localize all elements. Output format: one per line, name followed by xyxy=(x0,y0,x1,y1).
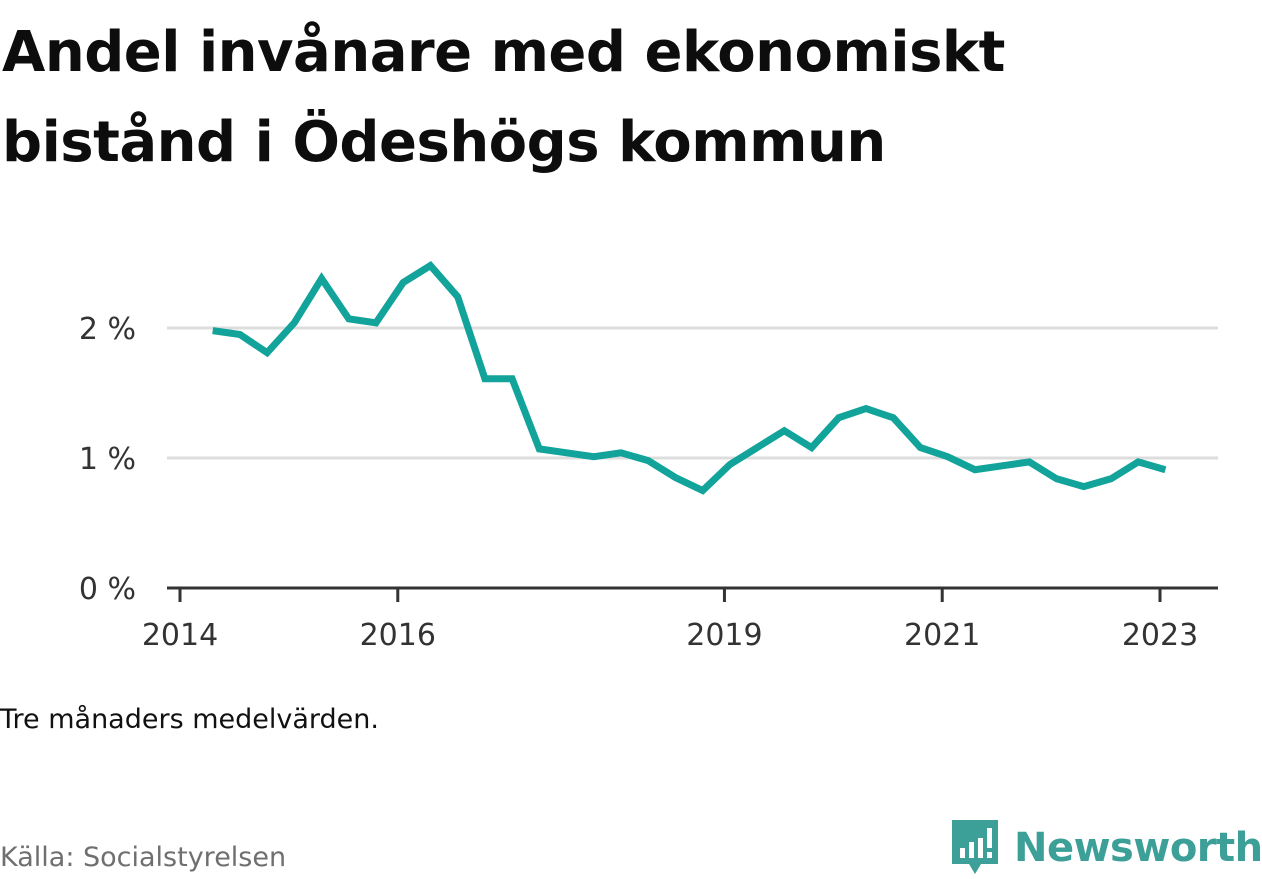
brand-logo: Newsworthy xyxy=(950,818,1262,878)
y-tick-label: 0 % xyxy=(79,572,136,607)
gridlines xyxy=(167,326,1218,460)
chart-title: Andel invånare med ekonomiskt bistånd i … xyxy=(2,20,1005,175)
x-axis-labels: 2014 2016 2019 2021 2023 xyxy=(142,618,1198,653)
newsworthy-logo-icon xyxy=(952,820,998,874)
x-tick-label: 2023 xyxy=(1122,618,1198,653)
x-tick-label: 2014 xyxy=(142,618,218,653)
y-tick-label: 1 % xyxy=(79,442,136,477)
x-tick-label: 2021 xyxy=(904,618,980,653)
y-tick-label: 2 % xyxy=(79,312,136,347)
axes xyxy=(167,586,1218,602)
y-axis-labels: 0 % 1 % 2 % xyxy=(79,312,136,607)
series-line xyxy=(212,261,1167,495)
series xyxy=(212,261,1167,495)
x-tick-label: 2019 xyxy=(686,618,762,653)
source-credit: Källa: Socialstyrelsen xyxy=(0,842,287,873)
chart-note: Tre månaders medelvärden. xyxy=(0,704,379,735)
x-tick-label: 2016 xyxy=(360,618,436,653)
line-chart: 0 % 1 % 2 % 2014 2016 2019 2021 2023 xyxy=(79,261,1218,653)
brand-name: Newsworthy xyxy=(1014,825,1262,871)
